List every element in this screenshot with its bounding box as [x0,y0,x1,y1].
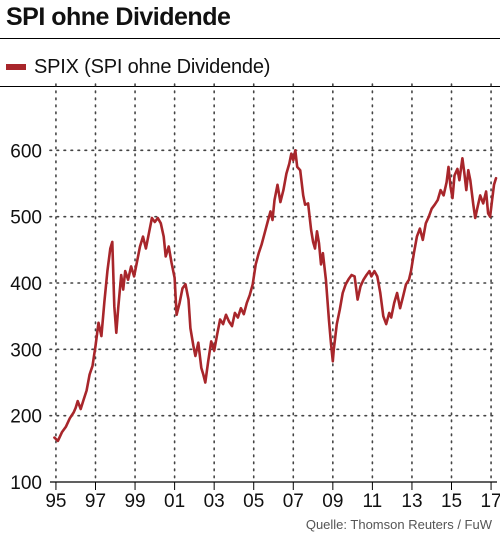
x-tick-label: 01 [164,491,185,512]
title-divider [0,38,500,39]
x-tick-label: 13 [401,491,422,512]
y-tick-label: 300 [10,340,42,361]
x-tick-label: 11 [363,491,383,512]
chart-title: SPI ohne Dividende [6,3,231,31]
legend-swatch [6,64,26,70]
x-tick-label: 09 [322,491,343,512]
x-tick-label: 05 [243,491,264,512]
y-tick-label: 600 [10,141,42,162]
x-tick-label: 07 [283,491,304,512]
y-tick-label: 400 [10,274,42,295]
source-note: Quelle: Thomson Reuters / FuW [305,517,492,532]
y-tick-label: 100 [10,473,42,494]
x-tick-label: 99 [124,491,145,512]
x-tick-label: 15 [441,491,462,512]
x-tick-label: 95 [45,491,66,512]
x-tick-label: 03 [204,491,225,512]
y-tick-label: 200 [10,407,42,428]
y-tick-label: 500 [10,208,42,229]
x-tick-label: 97 [85,491,106,512]
chart-legend: SPIX (SPI ohne Dividende) [6,56,270,78]
x-tick-label: 17 [480,491,500,512]
legend-divider [0,86,500,87]
legend-label: SPIX (SPI ohne Dividende) [34,55,271,78]
series-line-spix [53,149,498,443]
